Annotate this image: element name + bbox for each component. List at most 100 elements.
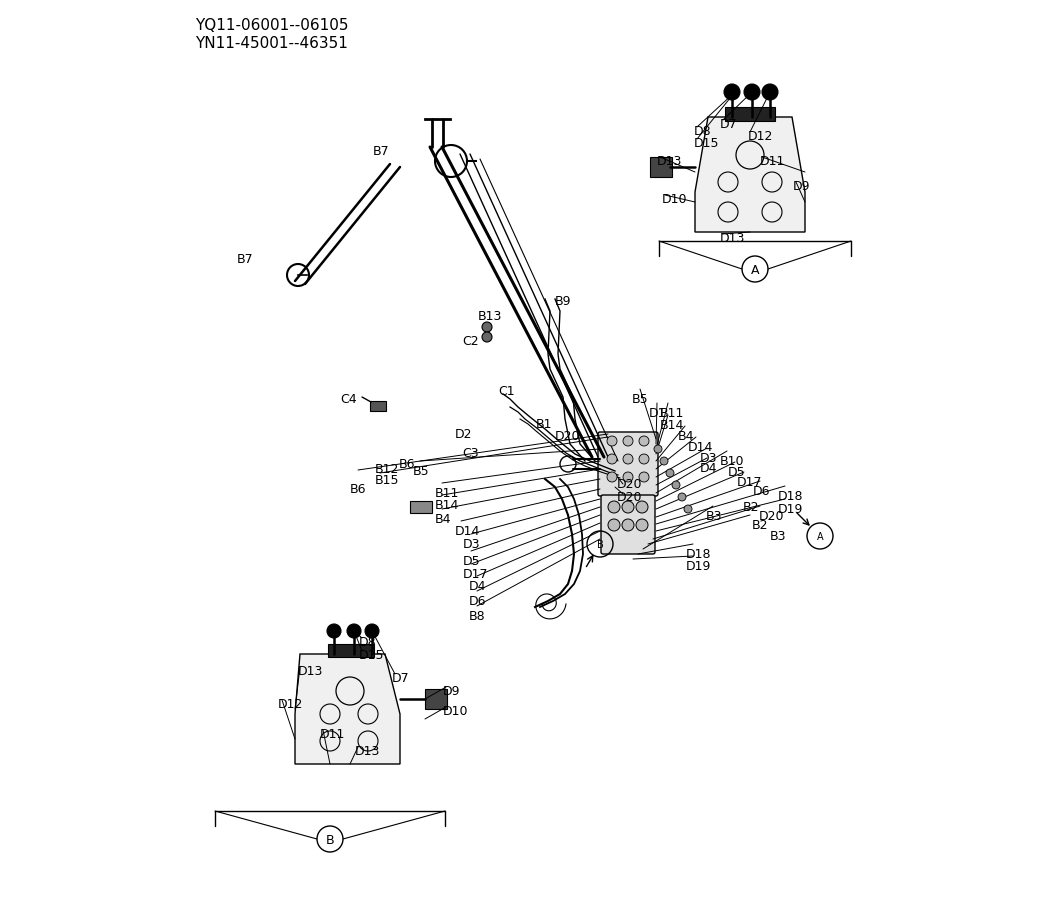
Text: B6: B6	[399, 457, 416, 471]
Text: D8: D8	[694, 124, 712, 138]
Text: B11: B11	[660, 407, 685, 419]
Text: B2: B2	[752, 519, 768, 531]
Circle shape	[608, 520, 620, 531]
Text: B11: B11	[435, 486, 459, 500]
Text: B7: B7	[237, 253, 253, 266]
Text: B1: B1	[536, 418, 553, 430]
Text: D14: D14	[688, 440, 713, 454]
Polygon shape	[695, 118, 805, 233]
Text: D5: D5	[728, 465, 746, 478]
Circle shape	[482, 323, 492, 333]
Text: D20: D20	[617, 491, 642, 503]
Circle shape	[654, 446, 661, 454]
Circle shape	[762, 85, 778, 101]
Text: D20: D20	[617, 477, 642, 491]
Text: B2: B2	[743, 501, 760, 513]
Text: D9: D9	[793, 179, 810, 193]
Text: D18: D18	[778, 490, 804, 502]
Text: D3: D3	[701, 452, 717, 465]
Text: B4: B4	[678, 429, 694, 443]
Text: B5: B5	[413, 465, 429, 477]
Circle shape	[660, 457, 668, 465]
Text: B13: B13	[478, 309, 502, 323]
Text: B: B	[326, 833, 334, 845]
Text: D15: D15	[359, 649, 384, 661]
Text: B3: B3	[770, 529, 786, 542]
Text: D1: D1	[649, 407, 667, 419]
Text: D5: D5	[463, 555, 481, 567]
Circle shape	[724, 85, 740, 101]
Circle shape	[639, 437, 649, 446]
Text: B14: B14	[660, 419, 685, 431]
Circle shape	[639, 473, 649, 483]
Text: B15: B15	[375, 474, 400, 486]
Text: D9: D9	[443, 685, 460, 697]
Text: B4: B4	[435, 512, 452, 526]
Text: D10: D10	[661, 193, 688, 206]
Circle shape	[607, 437, 617, 446]
Text: D10: D10	[443, 704, 468, 717]
Text: C2: C2	[462, 335, 479, 347]
Circle shape	[678, 493, 686, 502]
Text: D2: D2	[455, 428, 473, 440]
Text: D17: D17	[737, 475, 763, 489]
Text: B14: B14	[435, 499, 459, 511]
Text: D11: D11	[320, 727, 345, 741]
Text: B10: B10	[720, 455, 745, 467]
Circle shape	[622, 520, 634, 531]
Text: A: A	[817, 531, 823, 541]
Circle shape	[624, 473, 633, 483]
Bar	[328, 644, 375, 658]
Text: D17: D17	[463, 567, 488, 580]
Text: YQ11-06001--06105: YQ11-06001--06105	[195, 18, 348, 33]
Circle shape	[672, 482, 680, 490]
Text: D20: D20	[555, 429, 580, 443]
Circle shape	[608, 502, 620, 513]
Circle shape	[624, 437, 633, 446]
Text: B8: B8	[469, 610, 485, 622]
Text: B3: B3	[706, 510, 723, 522]
Text: D15: D15	[694, 137, 720, 150]
Circle shape	[607, 455, 617, 465]
Bar	[650, 158, 672, 178]
Circle shape	[636, 520, 648, 531]
Text: B9: B9	[555, 295, 572, 308]
Circle shape	[636, 502, 648, 513]
Text: D18: D18	[686, 548, 711, 560]
Text: C4: C4	[340, 392, 357, 406]
Circle shape	[622, 502, 634, 513]
Bar	[725, 108, 775, 122]
Text: B12: B12	[375, 463, 400, 475]
Text: D20: D20	[759, 510, 785, 522]
Circle shape	[639, 455, 649, 465]
Text: D6: D6	[753, 484, 770, 497]
Text: D13: D13	[354, 744, 381, 757]
Text: D19: D19	[778, 502, 803, 515]
Text: D3: D3	[463, 538, 480, 550]
Text: YN11-45001--46351: YN11-45001--46351	[195, 36, 348, 51]
FancyBboxPatch shape	[598, 433, 658, 496]
Circle shape	[624, 455, 633, 465]
Text: D13: D13	[720, 232, 746, 244]
FancyBboxPatch shape	[601, 495, 655, 555]
Text: D4: D4	[701, 462, 717, 474]
Circle shape	[684, 505, 692, 513]
Circle shape	[666, 469, 674, 477]
Text: B: B	[597, 539, 603, 549]
Text: D8: D8	[359, 635, 377, 649]
Text: D19: D19	[686, 559, 711, 573]
Text: D13: D13	[657, 155, 683, 168]
Text: D13: D13	[298, 664, 324, 677]
Bar	[425, 689, 447, 709]
Text: B5: B5	[632, 392, 649, 406]
Polygon shape	[295, 654, 400, 764]
Text: D11: D11	[760, 155, 785, 168]
Text: D14: D14	[455, 524, 480, 538]
Circle shape	[744, 85, 760, 101]
Bar	[370, 401, 386, 411]
Circle shape	[482, 333, 492, 343]
Text: D12: D12	[279, 697, 304, 710]
Circle shape	[607, 473, 617, 483]
Text: D6: D6	[469, 594, 486, 607]
Circle shape	[347, 624, 361, 639]
